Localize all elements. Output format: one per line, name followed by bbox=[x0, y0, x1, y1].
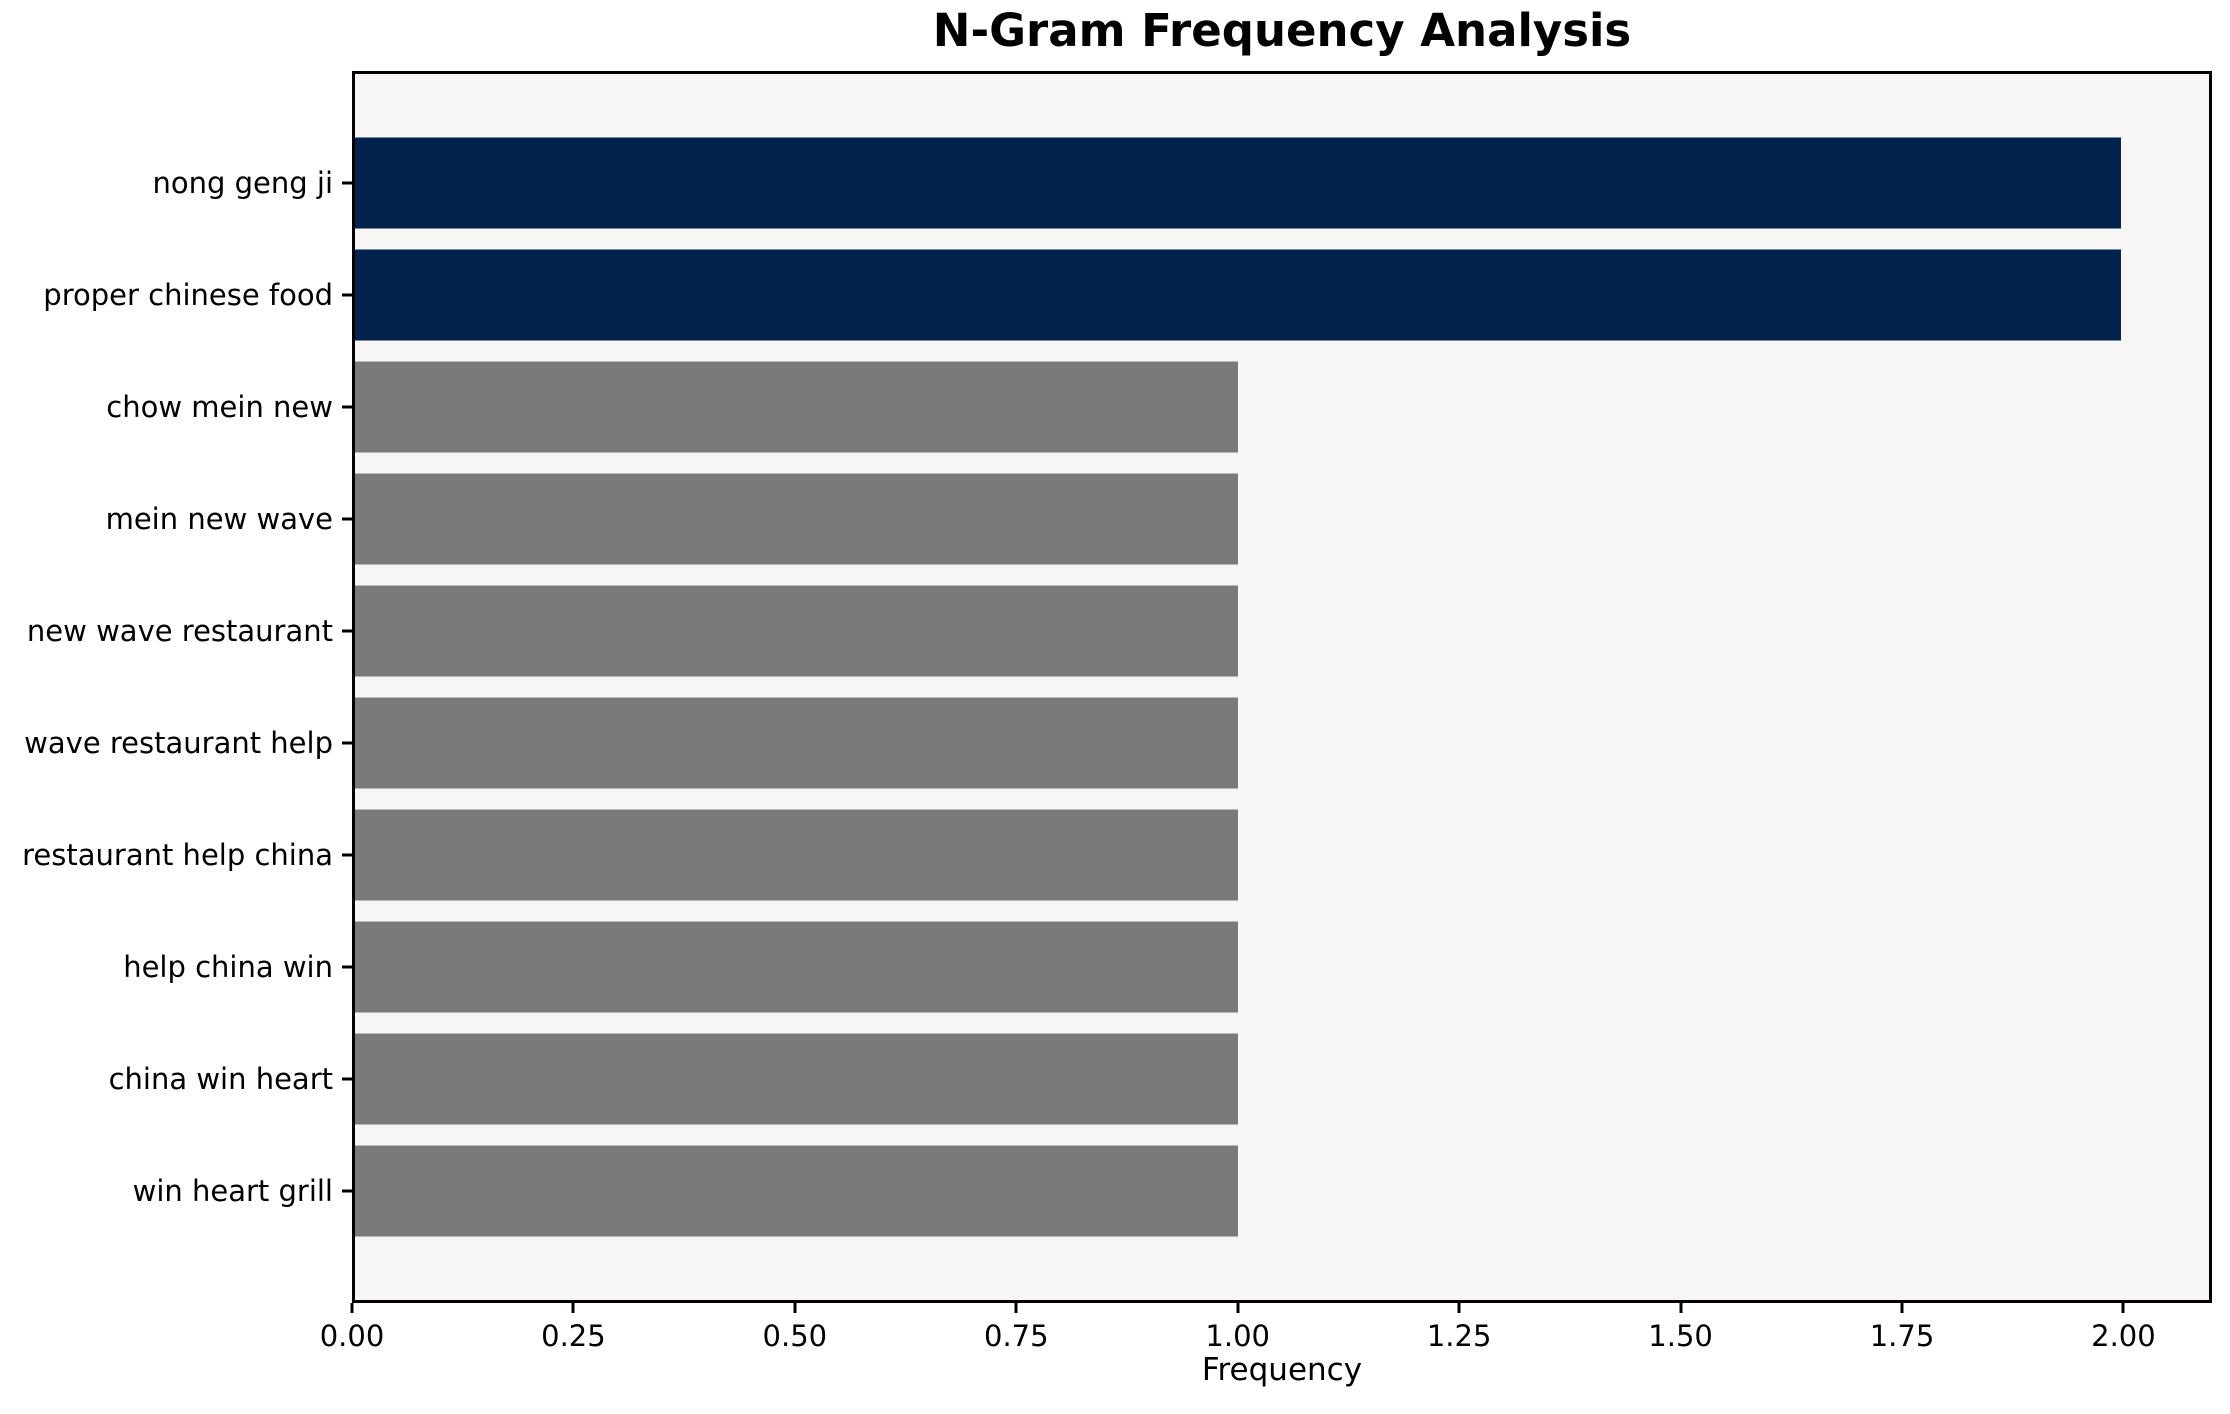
bar-mein-new-wave bbox=[355, 473, 1238, 565]
x-tick-label: 0.50 bbox=[762, 1319, 828, 1353]
bar-china-win-heart bbox=[355, 1033, 1238, 1125]
x-tick-label: 0.25 bbox=[541, 1319, 606, 1353]
chart-title: N-Gram Frequency Analysis bbox=[932, 4, 1632, 57]
bar-row: proper chinese food bbox=[43, 239, 2209, 351]
x-axis-title: Frequency bbox=[1201, 1352, 1363, 1388]
y-tick-mark bbox=[342, 1189, 352, 1193]
y-tick-mark bbox=[342, 965, 352, 969]
bar-row: win heart grill bbox=[133, 1135, 2209, 1247]
x-tick-label: 1.75 bbox=[1869, 1319, 1935, 1353]
category-label: nong geng ji bbox=[152, 166, 334, 200]
x-tick-label: 1.00 bbox=[1205, 1319, 1270, 1353]
x-tick-label: 1.25 bbox=[1426, 1319, 1492, 1353]
bar-row: help china win bbox=[123, 911, 2209, 1023]
x-tick-mark bbox=[793, 1303, 797, 1313]
bar-proper-chinese-food bbox=[355, 249, 2121, 341]
bar-row: mein new wave bbox=[106, 463, 2209, 575]
x-tick-mark bbox=[1900, 1303, 1904, 1313]
bar-win-heart-grill bbox=[355, 1145, 1238, 1237]
bar-restaurant-help-china bbox=[355, 809, 1238, 901]
bar-chow-mein-new bbox=[355, 361, 1238, 453]
y-tick-mark bbox=[342, 405, 352, 409]
bar-row: china win heart bbox=[109, 1023, 2209, 1135]
bar-help-china-win bbox=[355, 921, 1238, 1013]
y-tick-mark bbox=[342, 853, 352, 857]
category-label: win heart grill bbox=[132, 1174, 333, 1208]
category-label: new wave restaurant bbox=[26, 614, 333, 648]
x-tick-mark bbox=[1014, 1303, 1018, 1313]
x-tick-mark bbox=[1457, 1303, 1461, 1313]
category-label: help china win bbox=[123, 950, 333, 984]
bar-row: new wave restaurant bbox=[27, 575, 2209, 687]
category-label: china win heart bbox=[108, 1062, 333, 1096]
bar-wave-restaurant-help bbox=[355, 697, 1238, 789]
x-tick-mark bbox=[2121, 1303, 2125, 1313]
x-tick-mark bbox=[1236, 1303, 1240, 1313]
bar-row: chow mein new bbox=[106, 351, 2209, 463]
bar-rows: nong geng ji proper chinese food chow mein… bbox=[22, 74, 2209, 1300]
x-tick-label: 2.00 bbox=[2091, 1319, 2156, 1353]
bar-row: nong geng ji bbox=[153, 127, 2209, 239]
y-tick-mark bbox=[342, 181, 352, 185]
y-tick-mark bbox=[342, 741, 352, 745]
category-label: restaurant help china bbox=[22, 838, 333, 872]
x-axis: 0.00 0.25 0.50 0.75 1.00 1.25 1.50 1.75 2.00 bbox=[320, 1303, 2212, 1373]
x-tick-label: 0.00 bbox=[319, 1319, 385, 1353]
category-label: wave restaurant help bbox=[24, 726, 333, 760]
y-tick-mark bbox=[342, 629, 352, 633]
x-tick-mark bbox=[1679, 1303, 1683, 1313]
category-label: mein new wave bbox=[105, 502, 333, 536]
category-label: chow mein new bbox=[106, 390, 333, 424]
y-tick-mark bbox=[342, 517, 352, 521]
x-tick-label: 0.75 bbox=[983, 1319, 1049, 1353]
bar-row: restaurant help china bbox=[22, 799, 2209, 911]
x-tick-mark bbox=[571, 1303, 575, 1313]
bar-row: wave restaurant help bbox=[24, 687, 2209, 799]
bar-new-wave-restaurant bbox=[355, 585, 1238, 677]
bar-nong-geng-ji bbox=[355, 137, 2121, 229]
category-label: proper chinese food bbox=[43, 278, 333, 312]
bar-chart: nong geng ji proper chinese food chow mein… bbox=[22, 71, 2212, 1353]
x-tick-mark bbox=[350, 1303, 354, 1313]
y-tick-mark bbox=[342, 293, 352, 297]
y-tick-mark bbox=[342, 1077, 352, 1081]
x-tick-label: 1.50 bbox=[1648, 1319, 1713, 1353]
